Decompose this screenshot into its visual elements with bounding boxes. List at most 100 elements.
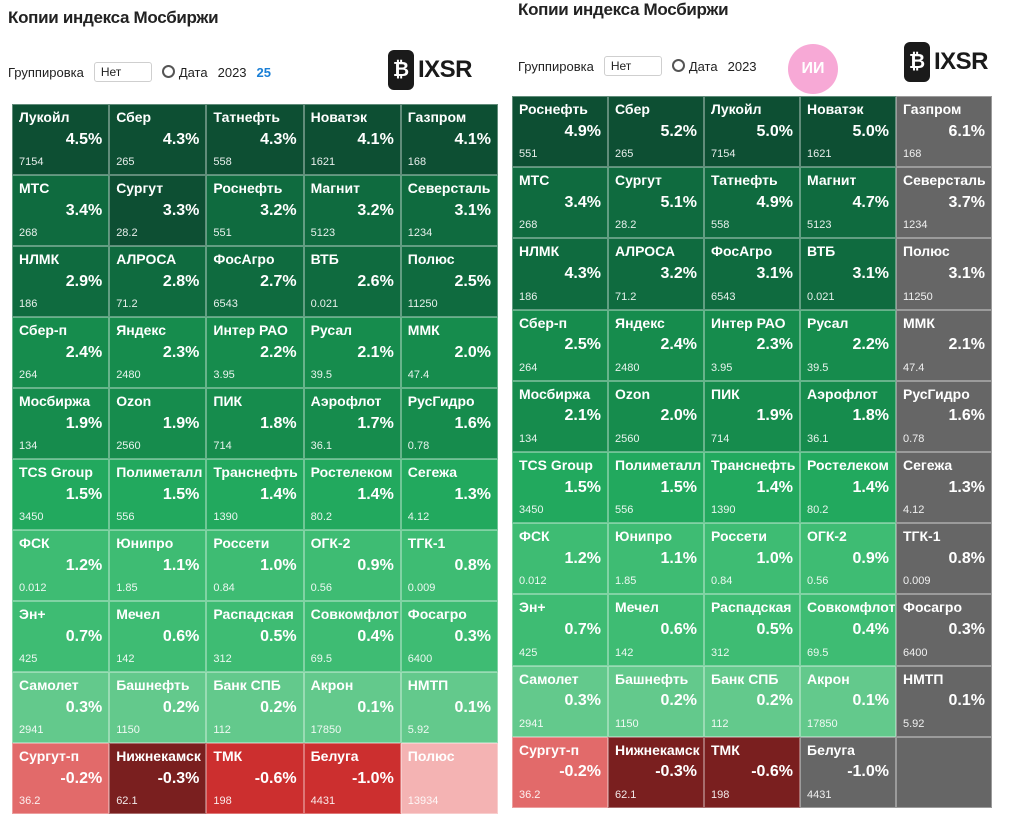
ticker-tile[interactable]: Сургут 28.2 3.3% xyxy=(109,175,207,246)
ticker-tile[interactable]: Магнит 5123 3.2% xyxy=(303,175,401,246)
ticker-tile[interactable]: Нижнекамск 62.1 -0.3% xyxy=(109,743,207,814)
date-radio[interactable]: Дата xyxy=(671,58,718,74)
ticker-tile[interactable]: Сургут-п 36.2 -0.2% xyxy=(512,736,608,808)
ticker-tile[interactable]: АЛРОСА 71.2 2.8% xyxy=(109,246,207,317)
ticker-tile[interactable]: АЛРОСА 71.2 3.2% xyxy=(608,238,704,310)
ticker-tile[interactable]: ТГК-1 0.009 0.8% xyxy=(400,530,498,601)
ticker-tile[interactable]: Ростелеком 80.2 1.4% xyxy=(303,459,401,530)
ticker-tile[interactable]: Ростелеком 80.2 1.4% xyxy=(800,451,896,524)
ticker-tile[interactable]: Магнит 5123 4.7% xyxy=(800,167,896,239)
ticker-tile[interactable]: Аэрофлот 36.1 1.7% xyxy=(303,388,401,459)
ticker-tile[interactable]: Яндекс 2480 2.3% xyxy=(109,317,207,388)
ticker-tile[interactable]: Транснефть 1390 1.4% xyxy=(704,451,800,524)
ticker-tile[interactable]: Новатэк 1621 4.1% xyxy=(303,104,401,175)
ticker-tile[interactable]: Полиметалл 556 1.5% xyxy=(109,459,207,530)
ticker-tile[interactable]: Северсталь 1234 3.1% xyxy=(400,175,498,246)
ticker-tile[interactable]: Совкомфлот 69.5 0.4% xyxy=(800,594,896,666)
ticker-tile[interactable]: ПИК 714 1.8% xyxy=(206,388,304,459)
ticker-tile[interactable]: Русал 39.5 2.1% xyxy=(303,317,401,388)
ticker-tile[interactable]: ФосАгро 6543 2.7% xyxy=(206,246,304,317)
ticker-tile[interactable]: Фосагро 6400 0.3% xyxy=(896,594,992,666)
ticker-tile[interactable]: Полюс 13934 xyxy=(400,743,498,814)
ticker-tile[interactable]: Мосбиржа 134 2.1% xyxy=(512,380,608,452)
ticker-tile[interactable]: ОГК-2 0.56 0.9% xyxy=(303,530,401,601)
ticker-tile[interactable] xyxy=(896,736,992,808)
ticker-tile[interactable]: Россети 0.84 1.0% xyxy=(206,530,304,601)
ticker-tile[interactable]: Русал 39.5 2.2% xyxy=(800,309,896,381)
ticker-tile[interactable]: Эн+ 425 0.7% xyxy=(12,601,110,672)
ticker-tile[interactable]: РусГидро 0.78 1.6% xyxy=(896,380,992,452)
ticker-tile[interactable]: ФСК 0.012 1.2% xyxy=(512,523,608,595)
ticker-tile[interactable]: Совкомфлот 69.5 0.4% xyxy=(303,601,401,672)
ticker-tile[interactable]: Лукойл 7154 5.0% xyxy=(704,96,800,168)
ticker-tile[interactable]: ТГК-1 0.009 0.8% xyxy=(896,523,992,595)
ticker-tile[interactable]: Распадская 312 0.5% xyxy=(206,601,304,672)
ticker-tile[interactable]: Россети 0.84 1.0% xyxy=(704,523,800,595)
ticker-tile[interactable]: НЛМК 186 4.3% xyxy=(512,238,608,310)
ticker-tile[interactable]: Интер РАО 3.95 2.2% xyxy=(206,317,304,388)
grouping-select[interactable]: Нет xyxy=(603,56,662,76)
ticker-tile[interactable]: Аэрофлот 36.1 1.8% xyxy=(800,380,896,452)
ticker-tile[interactable]: Газпром 168 6.1% xyxy=(896,96,992,168)
ticker-tile[interactable]: МТС 268 3.4% xyxy=(12,175,110,246)
ticker-tile[interactable]: Роснефть 551 4.9% xyxy=(512,96,608,168)
ticker-tile[interactable]: Новатэк 1621 5.0% xyxy=(800,96,896,168)
ticker-tile[interactable]: Башнефть 1150 0.2% xyxy=(109,672,207,743)
ticker-tile[interactable]: TCS Group 3450 1.5% xyxy=(12,459,110,530)
ticker-tile[interactable]: Роснефть 551 3.2% xyxy=(206,175,304,246)
ticker-tile[interactable]: РусГидро 0.78 1.6% xyxy=(400,388,498,459)
ticker-tile[interactable]: Сбер 265 4.3% xyxy=(109,104,207,175)
ticker-tile[interactable]: Татнефть 558 4.9% xyxy=(704,167,800,239)
ticker-tile[interactable]: Самолет 2941 0.3% xyxy=(12,672,110,743)
ticker-tile[interactable]: TCS Group 3450 1.5% xyxy=(512,451,608,524)
ticker-tile[interactable]: Северсталь 1234 3.7% xyxy=(896,167,992,239)
ticker-tile[interactable]: Ozon 2560 1.9% xyxy=(109,388,207,459)
ticker-tile[interactable]: Сургут 28.2 5.1% xyxy=(608,167,704,239)
date-radio[interactable]: Дата xyxy=(161,64,208,80)
ticker-tile[interactable]: НМТП 5.92 0.1% xyxy=(400,672,498,743)
ticker-tile[interactable]: Сургут-п 36.2 -0.2% xyxy=(12,743,110,814)
ticker-tile[interactable]: Лукойл 7154 4.5% xyxy=(12,104,110,175)
ticker-tile[interactable]: Газпром 168 4.1% xyxy=(400,104,498,175)
ticker-tile[interactable]: Татнефть 558 4.3% xyxy=(206,104,304,175)
ticker-tile[interactable]: ВТБ 0.021 3.1% xyxy=(800,238,896,310)
ticker-tile[interactable]: Нижнекамск 62.1 -0.3% xyxy=(608,736,704,808)
ticker-tile[interactable]: Мосбиржа 134 1.9% xyxy=(12,388,110,459)
ticker-tile[interactable]: Самолет 2941 0.3% xyxy=(512,665,608,737)
ticker-tile[interactable]: Сбер-п 264 2.4% xyxy=(12,317,110,388)
ticker-tile[interactable]: Юнипро 1.85 1.1% xyxy=(109,530,207,601)
ticker-tile[interactable]: Полиметалл 556 1.5% xyxy=(608,451,704,524)
ticker-tile[interactable]: Акрон 17850 0.1% xyxy=(800,665,896,737)
ticker-tile[interactable]: Ozon 2560 2.0% xyxy=(608,380,704,452)
ticker-tile[interactable]: Банк СПБ 112 0.2% xyxy=(704,665,800,737)
ticker-tile[interactable]: НМТП 5.92 0.1% xyxy=(896,665,992,737)
ticker-tile[interactable]: Сбер 265 5.2% xyxy=(608,96,704,168)
ticker-tile[interactable]: Транснефть 1390 1.4% xyxy=(206,459,304,530)
ticker-tile[interactable]: ФосАгро 6543 3.1% xyxy=(704,238,800,310)
ticker-tile[interactable]: Эн+ 425 0.7% xyxy=(512,594,608,666)
ticker-tile[interactable]: Белуга 4431 -1.0% xyxy=(303,743,401,814)
ticker-tile[interactable]: ОГК-2 0.56 0.9% xyxy=(800,523,896,595)
ticker-tile[interactable]: НЛМК 186 2.9% xyxy=(12,246,110,317)
ticker-tile[interactable]: Акрон 17850 0.1% xyxy=(303,672,401,743)
ticker-tile[interactable]: Сбер-п 264 2.5% xyxy=(512,309,608,381)
ticker-tile[interactable]: Распадская 312 0.5% xyxy=(704,594,800,666)
ticker-tile[interactable]: Башнефть 1150 0.2% xyxy=(608,665,704,737)
ticker-tile[interactable]: Банк СПБ 112 0.2% xyxy=(206,672,304,743)
ticker-tile[interactable]: ФСК 0.012 1.2% xyxy=(12,530,110,601)
grouping-select[interactable]: Нет xyxy=(93,62,152,82)
ticker-tile[interactable]: Интер РАО 3.95 2.3% xyxy=(704,309,800,381)
ticker-tile[interactable]: Юнипро 1.85 1.1% xyxy=(608,523,704,595)
ticker-tile[interactable]: Яндекс 2480 2.4% xyxy=(608,309,704,381)
ticker-tile[interactable]: ММК 47.4 2.1% xyxy=(896,309,992,381)
ticker-tile[interactable]: Фосагро 6400 0.3% xyxy=(400,601,498,672)
ticker-tile[interactable]: МТС 268 3.4% xyxy=(512,167,608,239)
ticker-tile[interactable]: Мечел 142 0.6% xyxy=(109,601,207,672)
ticker-tile[interactable]: Полюс 11250 2.5% xyxy=(400,246,498,317)
ticker-tile[interactable]: Полюс 11250 3.1% xyxy=(896,238,992,310)
ticker-tile[interactable]: ТМК 198 -0.6% xyxy=(704,736,800,808)
ticker-tile[interactable]: ММК 47.4 2.0% xyxy=(400,317,498,388)
ticker-tile[interactable]: Сегежа 4.12 1.3% xyxy=(896,451,992,524)
ticker-tile[interactable]: ТМК 198 -0.6% xyxy=(206,743,304,814)
ticker-tile[interactable]: ПИК 714 1.9% xyxy=(704,380,800,452)
